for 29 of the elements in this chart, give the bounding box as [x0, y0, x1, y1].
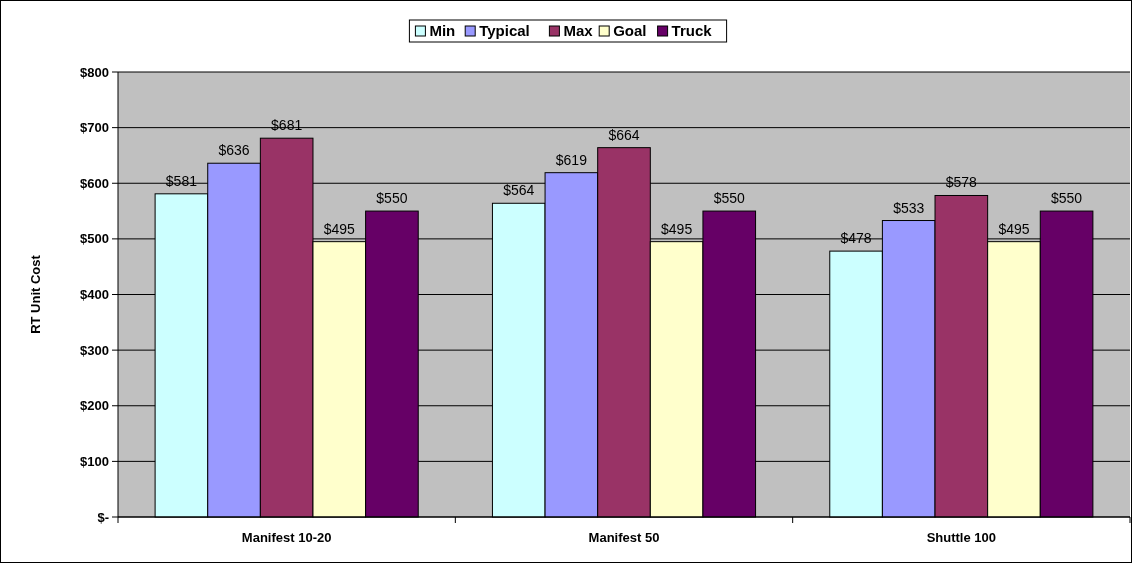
- y-tick-label: $100: [80, 453, 109, 469]
- data-label: $495: [661, 220, 693, 237]
- data-label: $550: [1051, 190, 1083, 207]
- x-tick-label: Manifest 10-20: [241, 530, 332, 545]
- legend-label: Truck: [671, 22, 713, 39]
- legend-label: Typical: [479, 22, 530, 39]
- y-axis-title: RT Unit Cost: [28, 254, 43, 334]
- y-tick-label: $-: [97, 509, 109, 525]
- y-tick-label: $700: [80, 120, 109, 136]
- y-tick-label: $400: [80, 287, 109, 302]
- data-label: $564: [503, 182, 535, 199]
- data-label: $550: [713, 190, 746, 207]
- data-label: $636: [218, 142, 250, 159]
- data-label: $533: [893, 199, 925, 216]
- x-tick-label: Shuttle 100: [926, 530, 997, 545]
- y-tick-label: $200: [80, 398, 109, 414]
- data-label: $550: [376, 190, 408, 207]
- y-tick-label: $500: [80, 231, 109, 247]
- legend-label: Min: [429, 22, 456, 39]
- y-tick-label: $600: [80, 175, 109, 191]
- y-tick-label: $300: [80, 342, 109, 358]
- legend-label: Goal: [613, 22, 647, 39]
- legend-label: Max: [563, 22, 594, 39]
- data-label: $495: [323, 220, 356, 237]
- x-tick-label: Manifest 50: [588, 530, 660, 545]
- data-label: $664: [608, 126, 640, 143]
- y-tick-label: $800: [80, 64, 109, 80]
- data-label: $495: [998, 220, 1030, 237]
- data-label: $619: [555, 151, 588, 168]
